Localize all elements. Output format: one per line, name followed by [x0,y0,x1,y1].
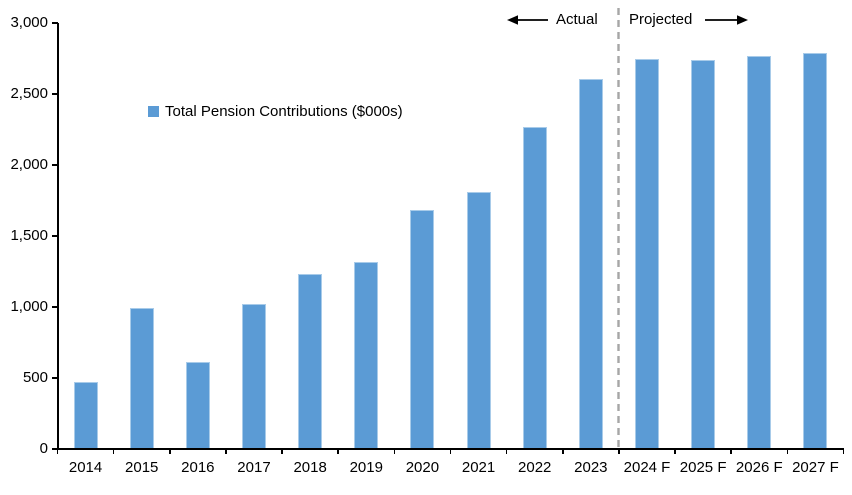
x-tick-label: 2024 F [623,459,671,476]
x-axis-tick [393,449,396,454]
y-tick-label: 0 [39,440,48,457]
x-axis-tick [842,449,845,454]
x-axis-tick [449,449,452,454]
x-axis-tick [169,449,171,454]
bar-2017 [242,304,266,449]
x-tick-label: 2014 [68,459,103,476]
y-tick-label: 2,000 [10,156,48,173]
x-axis-tick [562,449,564,454]
y-axis-tick [51,377,58,379]
x-tick-label: 2022 [518,459,552,476]
x-tick-label: 2021 [461,459,496,476]
x-axis-tick [786,449,789,454]
bar-2026-F [747,56,772,449]
y-tick-label: 500 [22,369,48,386]
x-tick-label: 2026 F [735,459,783,476]
y-axis-tick [51,306,58,308]
x-tick-label: 2025 F [679,459,727,476]
legend-marker-icon [148,106,159,117]
x-tick-label: 2018 [293,459,327,476]
right-arrow-icon [705,15,748,25]
x-tick-label: 2015 [125,459,159,476]
y-axis-tick [51,164,58,166]
x-axis-tick [56,449,59,454]
y-axis-tick [51,22,58,24]
legend-label: Total Pension Contributions ($000s) [165,103,403,120]
actual-section-label: Actual [556,11,598,28]
bar-2027-F [803,52,828,449]
bar-2024-F [635,59,659,449]
y-axis-tick [51,93,58,95]
bar-2022 [522,126,547,449]
x-tick-label: 2023 [574,459,608,476]
x-axis-tick [505,449,508,454]
projected-section-label: Projected [629,11,693,28]
legend: Total Pension Contributions ($000s) [148,103,403,120]
x-axis-tick [337,449,340,454]
y-tick-label: 1,000 [10,298,48,315]
bar-2015 [129,308,154,449]
bar-2021 [466,191,491,449]
x-tick-label: 2019 [349,459,383,476]
bar-2023 [578,79,603,449]
x-axis-tick [112,449,115,454]
x-axis-line [51,448,844,450]
y-tick-label: 1,500 [10,227,48,244]
left-arrow-icon [507,15,548,25]
bar-2014 [73,382,98,449]
x-axis-tick [281,449,283,454]
x-tick-label: 2016 [181,459,215,476]
x-tick-label: 2027 F [792,459,839,476]
bar-2018 [298,273,323,449]
x-tick-label: 2017 [237,459,271,476]
y-axis-line [56,23,59,450]
bar-2019 [354,261,379,449]
y-tick-label: 3,000 [10,14,48,31]
x-tick-label: 2020 [405,459,440,476]
y-axis-tick [51,235,58,237]
x-axis-tick [730,449,733,454]
bar-2020 [410,210,435,449]
bar-2016 [185,362,210,449]
y-tick-label: 2,500 [10,85,48,102]
bar-2025-F [691,59,716,449]
x-axis-tick [618,449,620,454]
x-axis-tick [225,449,227,454]
x-axis-tick [674,449,676,454]
